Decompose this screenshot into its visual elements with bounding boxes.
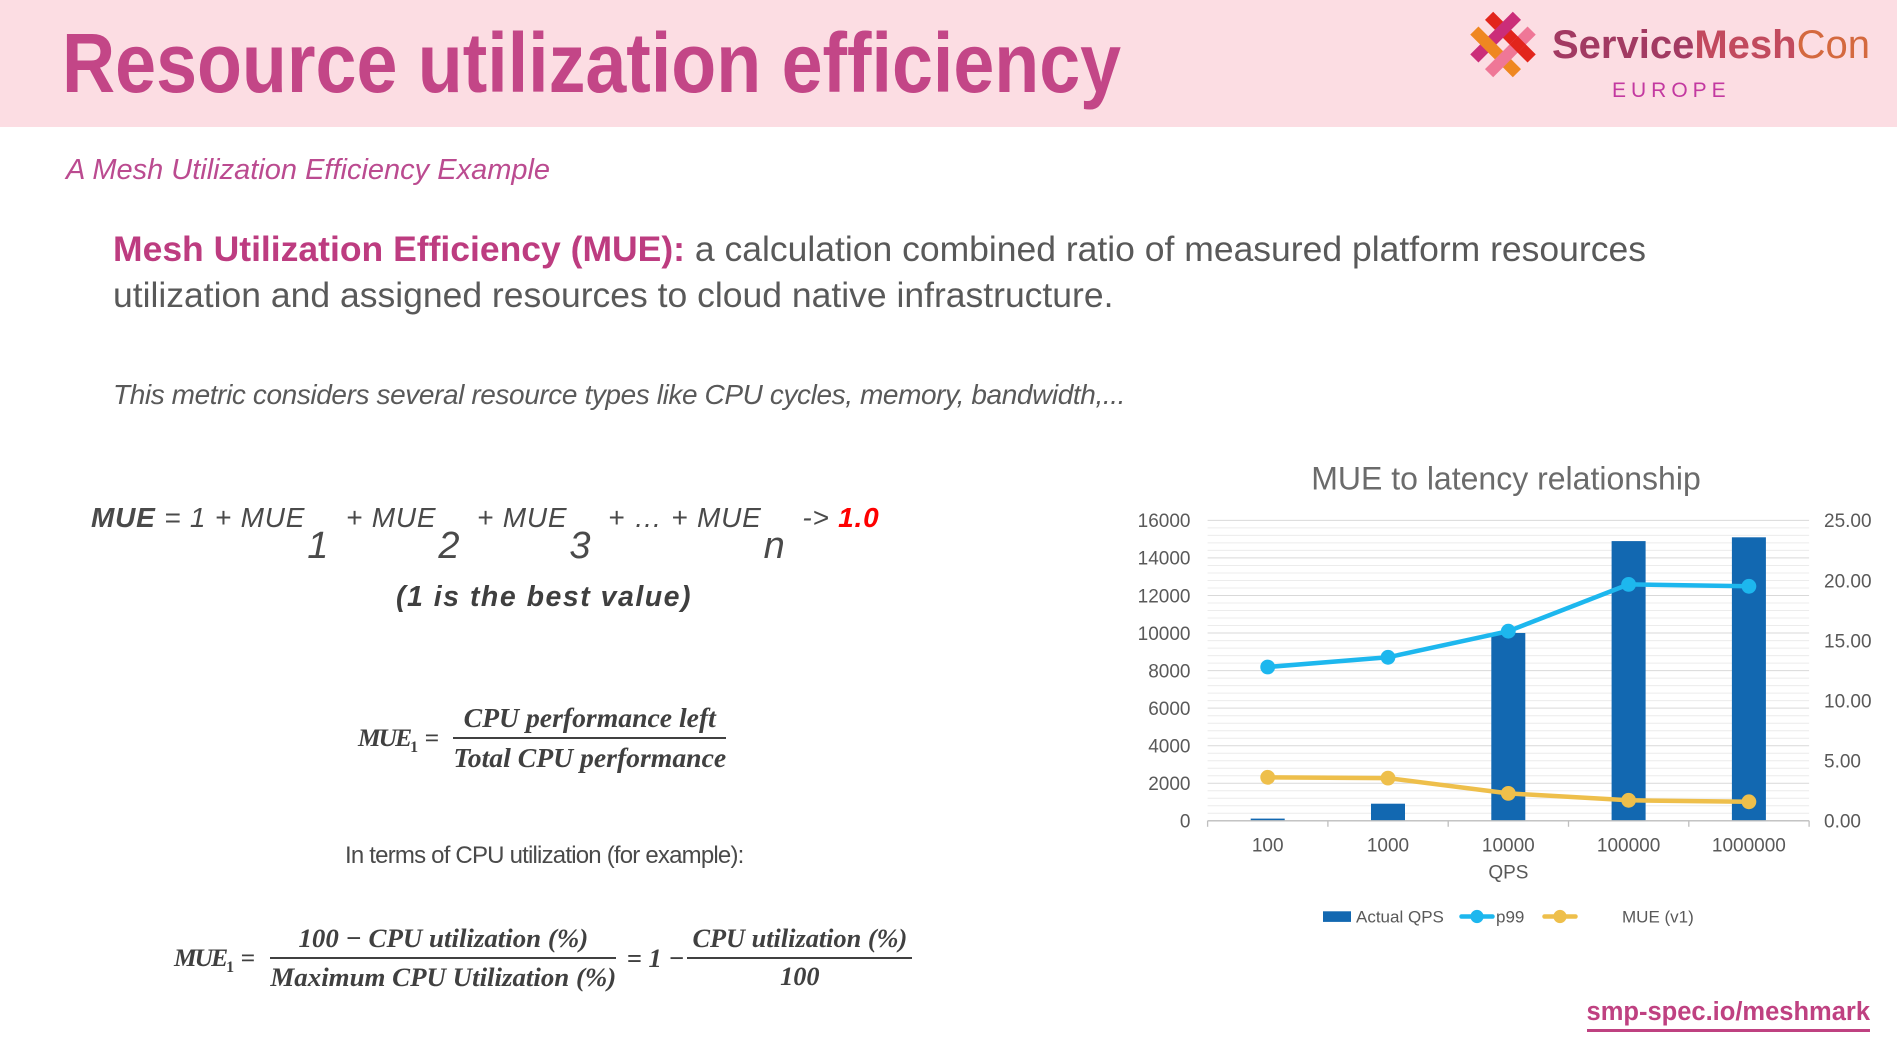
svg-text:100000: 100000 [1597,836,1660,857]
svg-text:4000: 4000 [1148,737,1190,758]
svg-text:16000: 16000 [1138,511,1191,532]
svg-text:8000: 8000 [1148,661,1190,682]
svg-text:10.00: 10.00 [1824,691,1872,712]
svg-text:Actual QPS: Actual QPS [1356,907,1444,926]
svg-text:MUE (v1): MUE (v1) [1622,907,1694,926]
svg-text:14000: 14000 [1138,549,1191,570]
svg-text:QPS: QPS [1488,863,1528,884]
svg-text:5.00: 5.00 [1824,752,1861,773]
svg-text:1000: 1000 [1367,836,1409,857]
svg-text:15.00: 15.00 [1824,631,1872,652]
svg-text:MUE to latency relationship: MUE to latency relationship [1311,461,1701,497]
svg-text:10000: 10000 [1138,624,1191,645]
svg-text:0: 0 [1180,812,1191,833]
svg-text:100: 100 [1252,836,1284,857]
svg-text:1000000: 1000000 [1712,836,1786,857]
svg-text:0.00: 0.00 [1824,812,1861,833]
svg-text:20.00: 20.00 [1824,571,1872,592]
svg-text:12000: 12000 [1138,586,1191,607]
svg-text:25.00: 25.00 [1824,511,1872,532]
svg-text:p99: p99 [1496,907,1524,926]
svg-text:2000: 2000 [1148,774,1190,795]
svg-text:6000: 6000 [1148,699,1190,720]
svg-text:10000: 10000 [1482,836,1535,857]
